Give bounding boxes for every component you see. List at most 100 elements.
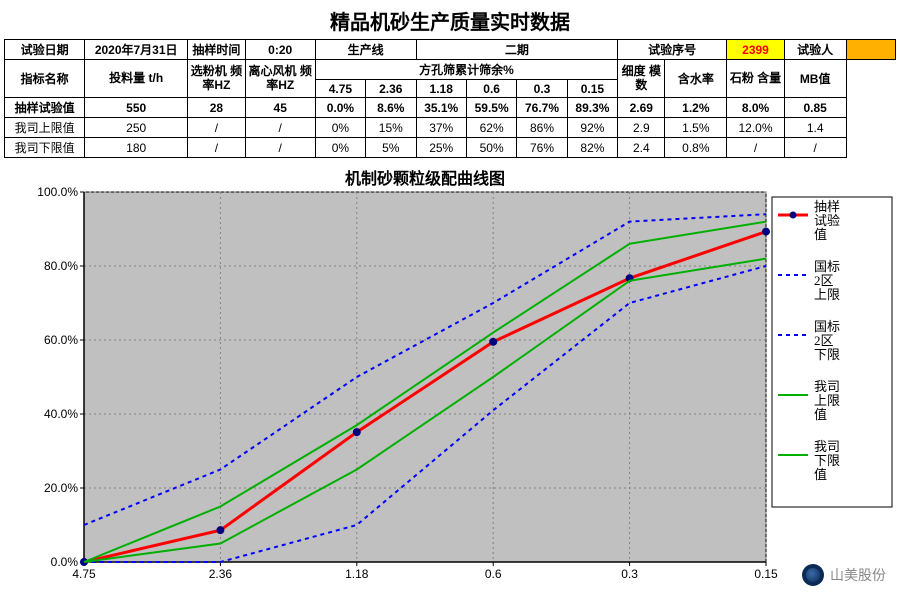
cell: 抽样试验值 (5, 98, 85, 118)
svg-text:40.0%: 40.0% (44, 407, 78, 421)
cell: 1.4 (784, 118, 846, 138)
cell: 0% (315, 118, 365, 138)
svg-text:值: 值 (814, 467, 827, 482)
cell: / (784, 138, 846, 158)
cell: 8.6% (366, 98, 416, 118)
cell: / (727, 138, 785, 158)
cell: / (188, 118, 246, 138)
svg-text:机制砂颗粒级配曲线图: 机制砂颗粒级配曲线图 (345, 169, 505, 188)
line-value: 二期 (416, 40, 618, 60)
cell: 550 (85, 98, 188, 118)
cell: 37% (416, 118, 466, 138)
sieve-header: 方孔筛累计筛余% (315, 60, 617, 80)
tester-value (846, 40, 895, 60)
cell: / (245, 118, 315, 138)
cell: 我司上限值 (5, 118, 85, 138)
cell: 2.9 (618, 118, 665, 138)
watermark-text: 山美股份 (830, 565, 886, 585)
cell: 45 (245, 98, 315, 118)
svg-text:80.0%: 80.0% (44, 259, 78, 273)
sieve-0: 4.75 (315, 80, 365, 98)
indicator-label: 指标名称 (5, 60, 85, 98)
svg-text:值: 值 (814, 407, 827, 422)
sample-time-value: 0:20 (245, 40, 315, 60)
row-upper: 我司上限值 250 / / 0% 15% 37% 62% 86% 92% 2.9… (5, 118, 896, 138)
tester-label: 试验人 (784, 40, 846, 60)
cell: 89.3% (567, 98, 617, 118)
watermark: 山美股份 (802, 564, 886, 586)
sieve-4: 0.3 (517, 80, 567, 98)
fan-freq-label: 离心风机 频率HZ (245, 60, 315, 98)
cell: 我司下限值 (5, 138, 85, 158)
page-title: 精品机砂生产质量实时数据 (4, 6, 896, 35)
cell: 1.2% (665, 98, 727, 118)
col-header-row-1: 指标名称 投料量 t/h 选粉机 频率HZ 离心风机 频率HZ 方孔筛累计筛余%… (5, 60, 896, 80)
svg-text:国标: 国标 (814, 259, 840, 274)
cell: 76.7% (517, 98, 567, 118)
svg-text:20.0%: 20.0% (44, 481, 78, 495)
cell: 2.69 (618, 98, 665, 118)
sieve-3: 0.6 (466, 80, 516, 98)
grading-chart: 机制砂颗粒级配曲线图0.0%20.0%40.0%60.0%80.0%100.0%… (4, 162, 896, 592)
date-value: 2020年7月31日 (85, 40, 188, 60)
svg-text:0.6: 0.6 (485, 567, 502, 581)
line-label: 生产线 (315, 40, 416, 60)
svg-text:60.0%: 60.0% (44, 333, 78, 347)
chart-container: 机制砂颗粒级配曲线图0.0%20.0%40.0%60.0%80.0%100.0%… (4, 162, 896, 592)
cell: 50% (466, 138, 516, 158)
svg-text:值: 值 (814, 227, 827, 242)
sample-time-label: 抽样时间 (188, 40, 246, 60)
svg-text:100.0%: 100.0% (37, 185, 78, 199)
testno-label: 试验序号 (618, 40, 727, 60)
cell: 2.4 (618, 138, 665, 158)
row-sample: 抽样试验值 550 28 45 0.0% 8.6% 35.1% 59.5% 76… (5, 98, 896, 118)
cell: 59.5% (466, 98, 516, 118)
cell: 5% (366, 138, 416, 158)
cell: 82% (567, 138, 617, 158)
row-lower: 我司下限值 180 / / 0% 5% 25% 50% 76% 82% 2.4 … (5, 138, 896, 158)
cell: 180 (85, 138, 188, 158)
cell: 62% (466, 118, 516, 138)
svg-text:下限: 下限 (814, 453, 840, 468)
svg-text:4.75: 4.75 (72, 567, 96, 581)
cell: 250 (85, 118, 188, 138)
svg-text:试验: 试验 (814, 213, 840, 228)
cell: 0.0% (315, 98, 365, 118)
svg-text:下限: 下限 (814, 347, 840, 362)
watermark-icon (802, 564, 824, 586)
cell: 12.0% (727, 118, 785, 138)
sieve-5: 0.15 (567, 80, 617, 98)
sieve-2: 1.18 (416, 80, 466, 98)
powder-freq-label: 选粉机 频率HZ (188, 60, 246, 98)
svg-text:0.3: 0.3 (621, 567, 638, 581)
data-table: 试验日期 2020年7月31日 抽样时间 0:20 生产线 二期 试验序号 23… (4, 39, 896, 158)
cell: / (188, 138, 246, 158)
svg-text:我司: 我司 (814, 379, 840, 394)
moisture-label: 含水率 (665, 60, 727, 98)
svg-text:抽样: 抽样 (814, 199, 840, 214)
sieve-1: 2.36 (366, 80, 416, 98)
cell: 15% (366, 118, 416, 138)
svg-text:我司: 我司 (814, 439, 840, 454)
svg-text:0.15: 0.15 (754, 567, 778, 581)
meta-row: 试验日期 2020年7月31日 抽样时间 0:20 生产线 二期 试验序号 23… (5, 40, 896, 60)
feed-label: 投料量 t/h (85, 60, 188, 98)
cell: 76% (517, 138, 567, 158)
cell: / (245, 138, 315, 158)
svg-text:2.36: 2.36 (209, 567, 233, 581)
svg-text:国标: 国标 (814, 319, 840, 334)
svg-text:1.18: 1.18 (345, 567, 369, 581)
cell: 8.0% (727, 98, 785, 118)
cell: 28 (188, 98, 246, 118)
mb-label: MB值 (784, 60, 846, 98)
svg-text:上限: 上限 (814, 393, 840, 408)
cell: 35.1% (416, 98, 466, 118)
fineness-label: 细度 模数 (618, 60, 665, 98)
cell: 0.8% (665, 138, 727, 158)
cell: 1.5% (665, 118, 727, 138)
testno-value: 2399 (727, 40, 785, 60)
cell: 0.85 (784, 98, 846, 118)
cell: 25% (416, 138, 466, 158)
date-label: 试验日期 (5, 40, 85, 60)
cell: 92% (567, 118, 617, 138)
